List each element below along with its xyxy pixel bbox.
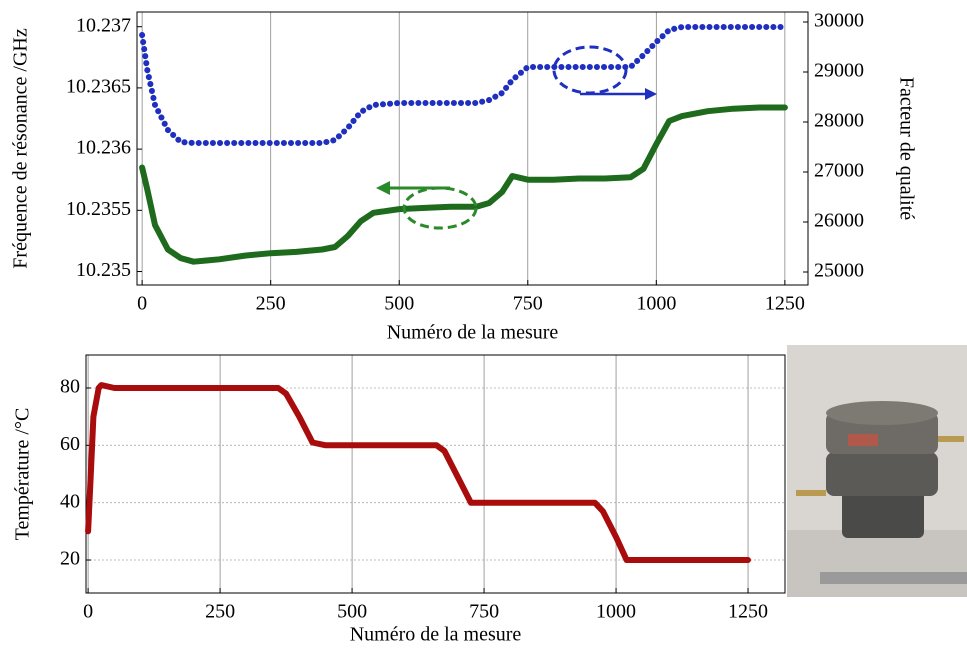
- y2-tick-label: 27000: [814, 160, 864, 182]
- x-tick-label: 1000: [636, 293, 676, 315]
- q-arrowhead: [645, 88, 657, 100]
- y-tick-label: 10.2355: [66, 198, 131, 220]
- x-tick-label: 1250: [765, 293, 805, 315]
- y-tick-label: 20: [60, 548, 80, 570]
- x-tick-label: 750: [513, 293, 543, 315]
- q-ellipse: [552, 45, 628, 95]
- x-tick-label: 250: [256, 293, 286, 315]
- x-tick-label: 750: [469, 601, 499, 623]
- y-tick-label: 10.235: [76, 259, 131, 281]
- photo-ruler: [820, 572, 967, 584]
- y-axis-label: Fréquence de résonance /GHz: [10, 28, 32, 269]
- plot-frame: [136, 11, 809, 286]
- x-tick-label: 1000: [596, 601, 636, 623]
- x-axis-label: Numéro de la mesure: [350, 624, 522, 646]
- chart: 0 250 500 750 1000 1250 10.235 10.2355 10.236 10.…: [10, 10, 918, 344]
- y2-tick-label: 30000: [814, 10, 864, 32]
- y-tick-label: 40: [60, 490, 80, 512]
- y-tick-label: 60: [60, 433, 80, 455]
- x-tick-label: 500: [384, 293, 414, 315]
- y-tick-label: 80: [60, 376, 80, 398]
- x-tick-label: 500: [337, 601, 367, 623]
- photo-connector: [796, 490, 826, 496]
- device-photo: [787, 345, 967, 597]
- photo-connector: [938, 436, 964, 442]
- x-tick-label: 0: [83, 601, 93, 623]
- photo-body: [826, 452, 938, 496]
- x-axis-label: Numéro de la mesure: [387, 322, 559, 344]
- photo-table: [787, 530, 967, 597]
- photo-base: [842, 490, 924, 538]
- y2-tick-label: 29000: [814, 60, 864, 82]
- chart: 0 250 500 750 1000 1250 20 40 60 80 Numéro de la m…: [12, 354, 786, 646]
- x-tick-label: 250: [205, 601, 235, 623]
- y-axis-label: Température /°C: [12, 408, 34, 541]
- f-arrowhead: [376, 181, 390, 195]
- data-series: [139, 24, 788, 146]
- y2-tick-label: 25000: [814, 260, 864, 282]
- annotations: [376, 45, 657, 230]
- y-tick-label: 10.236: [76, 137, 131, 159]
- plot-frame: [85, 354, 786, 594]
- x-tick-label: 1250: [728, 601, 768, 623]
- x-tick-label: 0: [137, 293, 147, 315]
- y2-tick-label: 26000: [814, 210, 864, 232]
- data-series: [139, 104, 788, 265]
- y-tick-label: 10.237: [76, 14, 131, 36]
- photo-lid: [826, 401, 938, 425]
- y-tick-label: 10.2365: [66, 75, 131, 97]
- y2-tick-label: 28000: [814, 110, 864, 132]
- y2-axis-label: Facteur de qualité: [895, 77, 917, 220]
- data-series: [85, 382, 751, 563]
- photo-label: [848, 434, 878, 446]
